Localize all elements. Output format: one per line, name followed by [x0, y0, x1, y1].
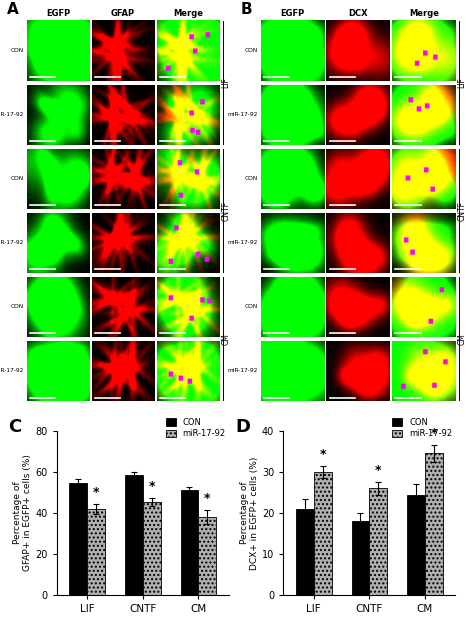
Bar [143, 502, 160, 595]
Bar [352, 521, 369, 595]
Y-axis label: Percentage of
GFAP+ in EGFP+ cells (%): Percentage of GFAP+ in EGFP+ cells (%) [13, 454, 33, 572]
Text: D: D [235, 418, 250, 436]
Text: *: * [375, 464, 381, 477]
Text: CON: CON [245, 48, 258, 53]
Text: miR-17-92: miR-17-92 [228, 241, 258, 246]
Bar [87, 509, 105, 595]
Text: *: * [93, 486, 99, 499]
Text: C: C [8, 418, 22, 436]
Text: *: * [204, 492, 211, 505]
Bar [69, 483, 87, 595]
Text: LIF: LIF [457, 78, 466, 88]
Bar [425, 453, 443, 595]
Bar [125, 475, 143, 595]
Text: GFAP: GFAP [111, 9, 135, 19]
Text: CON: CON [245, 176, 258, 181]
Text: miR-17-92: miR-17-92 [228, 112, 258, 117]
Text: CNTF: CNTF [457, 201, 466, 221]
Text: miR-17-92: miR-17-92 [0, 241, 24, 246]
Text: A: A [7, 2, 19, 17]
Bar [369, 489, 387, 595]
Text: DCX: DCX [348, 9, 368, 19]
Text: CON: CON [11, 176, 24, 181]
Text: Merge: Merge [173, 9, 203, 19]
Bar [296, 509, 314, 595]
Text: Merge: Merge [409, 9, 439, 19]
Text: EGFP: EGFP [46, 9, 70, 19]
Text: CON: CON [11, 48, 24, 53]
Text: EGFP: EGFP [280, 9, 304, 19]
Legend: CON, miR-17-92: CON, miR-17-92 [390, 415, 455, 441]
Text: miR-17-92: miR-17-92 [0, 368, 24, 373]
Y-axis label: Percentage of
DCX+ in EGFP+ cells (%): Percentage of DCX+ in EGFP+ cells (%) [240, 456, 259, 570]
Bar [181, 490, 198, 595]
Bar [314, 472, 331, 595]
Text: CNTF: CNTF [221, 201, 231, 221]
Text: CON: CON [245, 304, 258, 309]
Text: CM: CM [221, 333, 231, 345]
Bar [198, 517, 216, 595]
Text: *: * [430, 427, 437, 440]
Text: CON: CON [11, 304, 24, 309]
Legend: CON, miR-17-92: CON, miR-17-92 [163, 415, 228, 441]
Text: *: * [320, 448, 326, 461]
Bar [407, 495, 425, 595]
Text: B: B [241, 2, 253, 17]
Text: LIF: LIF [221, 78, 231, 88]
Text: *: * [148, 480, 155, 493]
Text: CM: CM [457, 333, 466, 345]
Text: miR-17-92: miR-17-92 [228, 368, 258, 373]
Text: miR-17-92: miR-17-92 [0, 112, 24, 117]
